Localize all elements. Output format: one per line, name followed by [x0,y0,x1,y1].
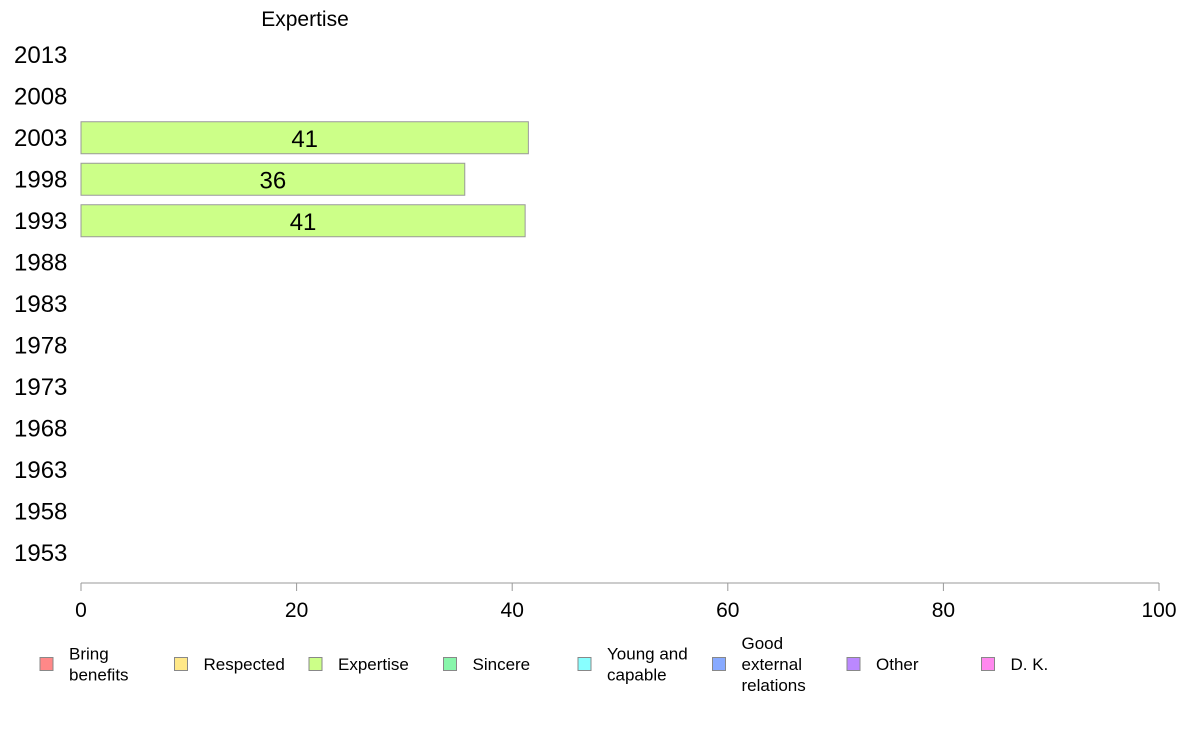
legend-label: Expertise [338,655,409,674]
y-tick-label: 1963 [14,457,67,484]
legend-swatch [174,657,188,671]
y-tick-label: 1993 [14,208,67,235]
legend-swatch [981,657,995,671]
bar [80,204,526,238]
y-tick-label: 2003 [14,125,67,152]
y-tick-label: 2013 [14,42,67,69]
x-tick-label: 0 [75,599,87,622]
legend-swatch [39,657,54,671]
legend-label: Young and capable [607,645,688,685]
bar-value-label: 41 [291,126,318,153]
bar [80,162,466,196]
y-tick-label: 1958 [14,498,67,525]
x-axis: 0 20 40 60 80 100 [75,582,1177,622]
legend-label: Good external relations [742,634,806,695]
y-tick-label: 2008 [14,83,67,110]
bar-value-label: 36 [260,167,287,194]
legend: Bring benefits Respected Expertise Sincere Yo… [39,634,1049,695]
legend-swatch [712,657,726,671]
y-tick-label: 1988 [14,249,67,276]
y-tick-label: 1968 [14,415,67,442]
legend-label: Bring benefits [69,645,129,685]
x-tick-label: 20 [285,599,308,622]
legend-label: Other [876,655,919,674]
y-tick-label: 1978 [14,332,67,359]
legend-label: Sincere [473,655,531,674]
y-axis-labels: 2013 2008 2003 1998 1993 1988 1983 1978 1973 1968… [14,42,67,567]
x-tick-label: 80 [932,599,955,622]
chart-title: Expertise [261,8,349,31]
legend-swatch [443,657,457,671]
y-tick-label: 1998 [14,166,67,193]
y-tick-label: 1983 [14,291,67,318]
y-tick-label: 1973 [14,374,67,401]
bar-value-label: 41 [290,209,317,236]
bar [80,121,529,155]
legend-label: Respected [204,655,285,674]
legend-swatch [308,657,323,671]
x-tick-label: 40 [501,599,524,622]
legend-label: D. K. [1011,655,1049,674]
legend-swatch [577,657,592,671]
x-tick-label: 100 [1141,599,1176,622]
x-tick-label: 60 [716,599,739,622]
y-tick-label: 1953 [14,540,67,567]
legend-swatch [846,657,861,671]
